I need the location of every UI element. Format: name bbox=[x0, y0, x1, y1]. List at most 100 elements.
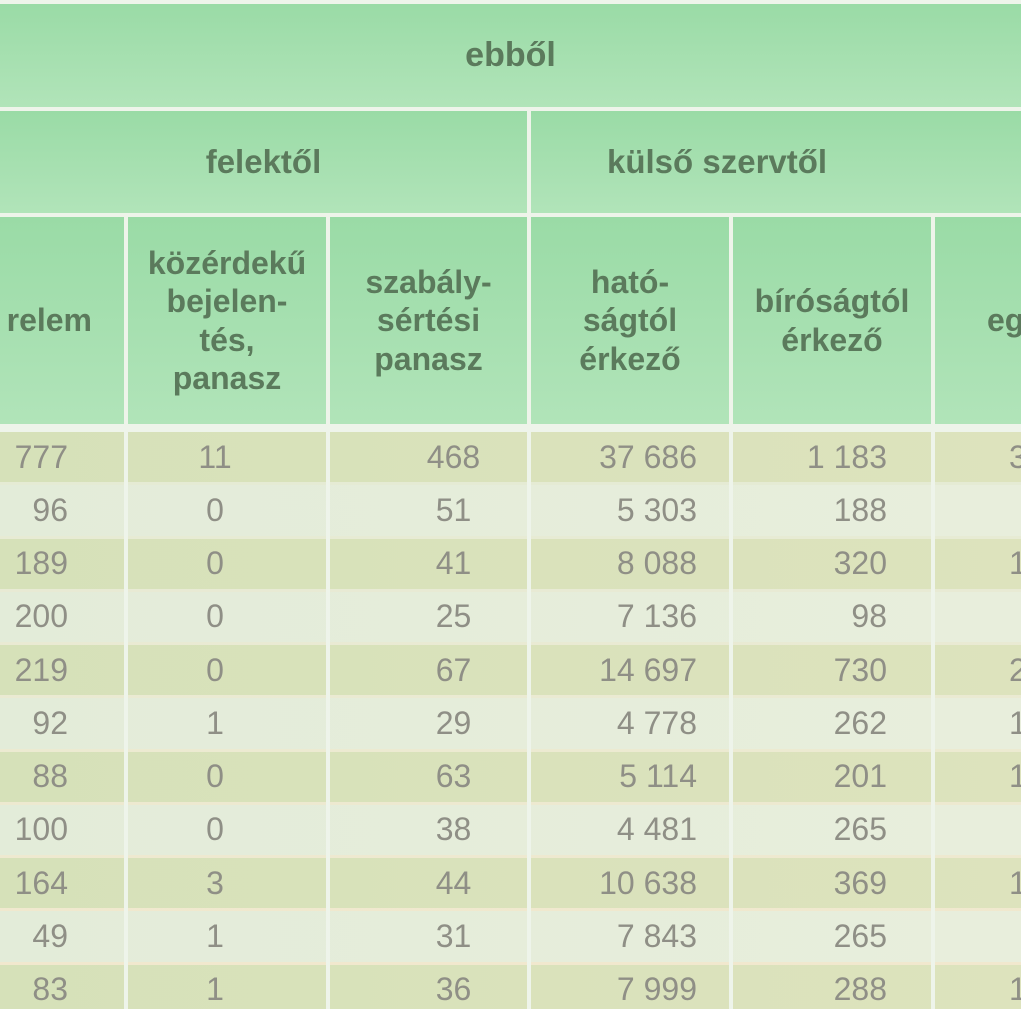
cell-hatosagtol: 7 843 bbox=[616, 917, 697, 954]
cell-birosagtol: 730 bbox=[833, 651, 887, 688]
divider bbox=[0, 107, 1021, 111]
header-kulso-szervtol: külső szervtől bbox=[531, 111, 1021, 213]
cell-birosagtol: 320 bbox=[833, 545, 887, 582]
cell-kerelem: 189 bbox=[14, 545, 68, 582]
col-header-birosagtol: bíróságtól érkező bbox=[733, 217, 931, 424]
cell-egyeb bbox=[935, 592, 1021, 642]
col-header-birosagtol-label: bíróságtól érkező bbox=[754, 283, 910, 358]
cell-szabalysertesi: 38 bbox=[435, 811, 472, 848]
col-header-hatosagtol-label: ható-ságtól érkező bbox=[579, 263, 681, 377]
cell-szabalysertesi: 63 bbox=[435, 758, 472, 795]
table-row: 88 0 63 5 114 201 1 bbox=[0, 751, 1021, 802]
cell-kozerdeku: 0 bbox=[206, 598, 224, 635]
header-ebbol: ebből bbox=[0, 4, 1021, 107]
table-row: 777 11 468 37 686 1 183 3 bbox=[0, 432, 1021, 483]
cell-egyeb: 1 bbox=[1009, 971, 1021, 1008]
cell-kerelem: 100 bbox=[14, 811, 68, 848]
cell-hatosagtol: 8 088 bbox=[616, 545, 697, 582]
cell-kozerdeku: 0 bbox=[206, 545, 224, 582]
cell-hatosagtol: 14 697 bbox=[599, 651, 697, 688]
cell-birosagtol: 188 bbox=[833, 491, 887, 528]
col-header-egyeb-label: eg bbox=[987, 302, 1021, 339]
cell-kozerdeku: 3 bbox=[206, 864, 224, 901]
divider bbox=[0, 424, 1021, 432]
cell-hatosagtol: 37 686 bbox=[599, 438, 697, 475]
divider bbox=[527, 111, 531, 1009]
cell-birosagtol: 98 bbox=[851, 598, 887, 635]
cell-hatosagtol: 5 114 bbox=[619, 758, 697, 795]
cell-hatosagtol: 4 778 bbox=[616, 704, 697, 741]
cell-szabalysertesi: 41 bbox=[435, 545, 472, 582]
cell-szabalysertesi: 67 bbox=[435, 651, 472, 688]
col-header-hatosagtol: ható-ságtól érkező bbox=[531, 217, 729, 424]
table-row: 49 1 31 7 843 265 bbox=[0, 911, 1021, 962]
divider bbox=[0, 0, 1021, 4]
table-row: 96 0 51 5 303 188 bbox=[0, 485, 1021, 536]
cell-egyeb: 1 bbox=[1009, 864, 1021, 901]
divider bbox=[931, 213, 935, 1009]
cell-birosagtol: 265 bbox=[833, 811, 887, 848]
cell-egyeb: 2 bbox=[1009, 651, 1021, 688]
cell-kozerdeku: 1 bbox=[206, 971, 224, 1008]
cell-kozerdeku: 1 bbox=[206, 704, 224, 741]
cell-szabalysertesi: 36 bbox=[435, 971, 472, 1008]
divider bbox=[0, 213, 1021, 217]
table-row: 92 1 29 4 778 262 1 bbox=[0, 698, 1021, 749]
cell-birosagtol: 201 bbox=[833, 758, 887, 795]
col-header-kerelem: relem bbox=[0, 217, 124, 424]
cell-kerelem: 92 bbox=[32, 704, 68, 741]
col-header-kozerdeku-label: közérdekű bejelen-tés, panasz bbox=[147, 244, 307, 396]
cell-birosagtol: 262 bbox=[833, 704, 887, 741]
cell-birosagtol: 288 bbox=[833, 971, 887, 1008]
cell-kozerdeku: 0 bbox=[206, 758, 224, 795]
cell-kozerdeku: 0 bbox=[206, 811, 224, 848]
divider bbox=[729, 213, 733, 1009]
cell-kerelem: 164 bbox=[14, 864, 68, 901]
divider bbox=[326, 213, 330, 1009]
header-felektol-label: felektől bbox=[205, 143, 322, 180]
cell-szabalysertesi: 25 bbox=[435, 598, 472, 635]
col-header-szabalysertesi-label: szabály-sértési panasz bbox=[365, 263, 492, 377]
cell-kerelem: 200 bbox=[14, 598, 68, 635]
cell-birosagtol: 1 183 bbox=[806, 438, 887, 475]
cell-kerelem: 83 bbox=[32, 971, 68, 1008]
table-row: 83 1 36 7 999 288 1 bbox=[0, 964, 1021, 1009]
cell-kozerdeku: 1 bbox=[206, 917, 224, 954]
cell-egyeb bbox=[935, 911, 1021, 961]
table-row: 189 0 41 8 088 320 1 bbox=[0, 538, 1021, 589]
col-header-egyeb: eg bbox=[935, 217, 1021, 424]
cell-egyeb: 1 bbox=[1009, 758, 1021, 795]
cell-hatosagtol: 7 136 bbox=[616, 598, 697, 635]
cell-szabalysertesi: 468 bbox=[426, 438, 481, 475]
table-row: 164 3 44 10 638 369 1 bbox=[0, 858, 1021, 909]
cell-egyeb bbox=[935, 485, 1021, 535]
header-ebbol-label: ebből bbox=[465, 36, 556, 74]
cell-szabalysertesi: 31 bbox=[435, 917, 472, 954]
cell-szabalysertesi: 44 bbox=[435, 864, 472, 901]
divider bbox=[124, 213, 128, 1009]
cell-egyeb: 1 bbox=[1009, 545, 1021, 582]
cell-hatosagtol: 4 481 bbox=[616, 811, 697, 848]
cell-kerelem: 777 bbox=[14, 438, 68, 475]
cell-hatosagtol: 10 638 bbox=[599, 864, 697, 901]
col-header-szabalysertesi: szabály-sértési panasz bbox=[330, 217, 527, 424]
cell-szabalysertesi: 51 bbox=[435, 491, 472, 528]
col-header-kozerdeku: közérdekű bejelen-tés, panasz bbox=[128, 217, 326, 424]
cell-hatosagtol: 7 999 bbox=[616, 971, 697, 1008]
cell-kerelem: 88 bbox=[32, 758, 68, 795]
cell-szabalysertesi: 29 bbox=[435, 704, 472, 741]
cell-egyeb: 3 bbox=[1009, 438, 1021, 475]
table-row: 100 0 38 4 481 265 bbox=[0, 804, 1021, 855]
cell-kozerdeku: 11 bbox=[198, 438, 232, 475]
cell-hatosagtol: 5 303 bbox=[616, 491, 697, 528]
cell-kozerdeku: 0 bbox=[206, 651, 224, 688]
cell-kerelem: 219 bbox=[14, 651, 68, 688]
header-kulso-szervtol-label: külső szervtől bbox=[607, 143, 828, 180]
col-header-kerelem-label: relem bbox=[6, 302, 92, 339]
cell-egyeb: 1 bbox=[1009, 704, 1021, 741]
table-row: 200 0 25 7 136 98 bbox=[0, 591, 1021, 642]
cell-kerelem: 49 bbox=[32, 917, 68, 954]
header-felektol: felektől bbox=[0, 111, 527, 213]
cell-egyeb bbox=[935, 805, 1021, 855]
table-row: 219 0 67 14 697 730 2 bbox=[0, 645, 1021, 696]
